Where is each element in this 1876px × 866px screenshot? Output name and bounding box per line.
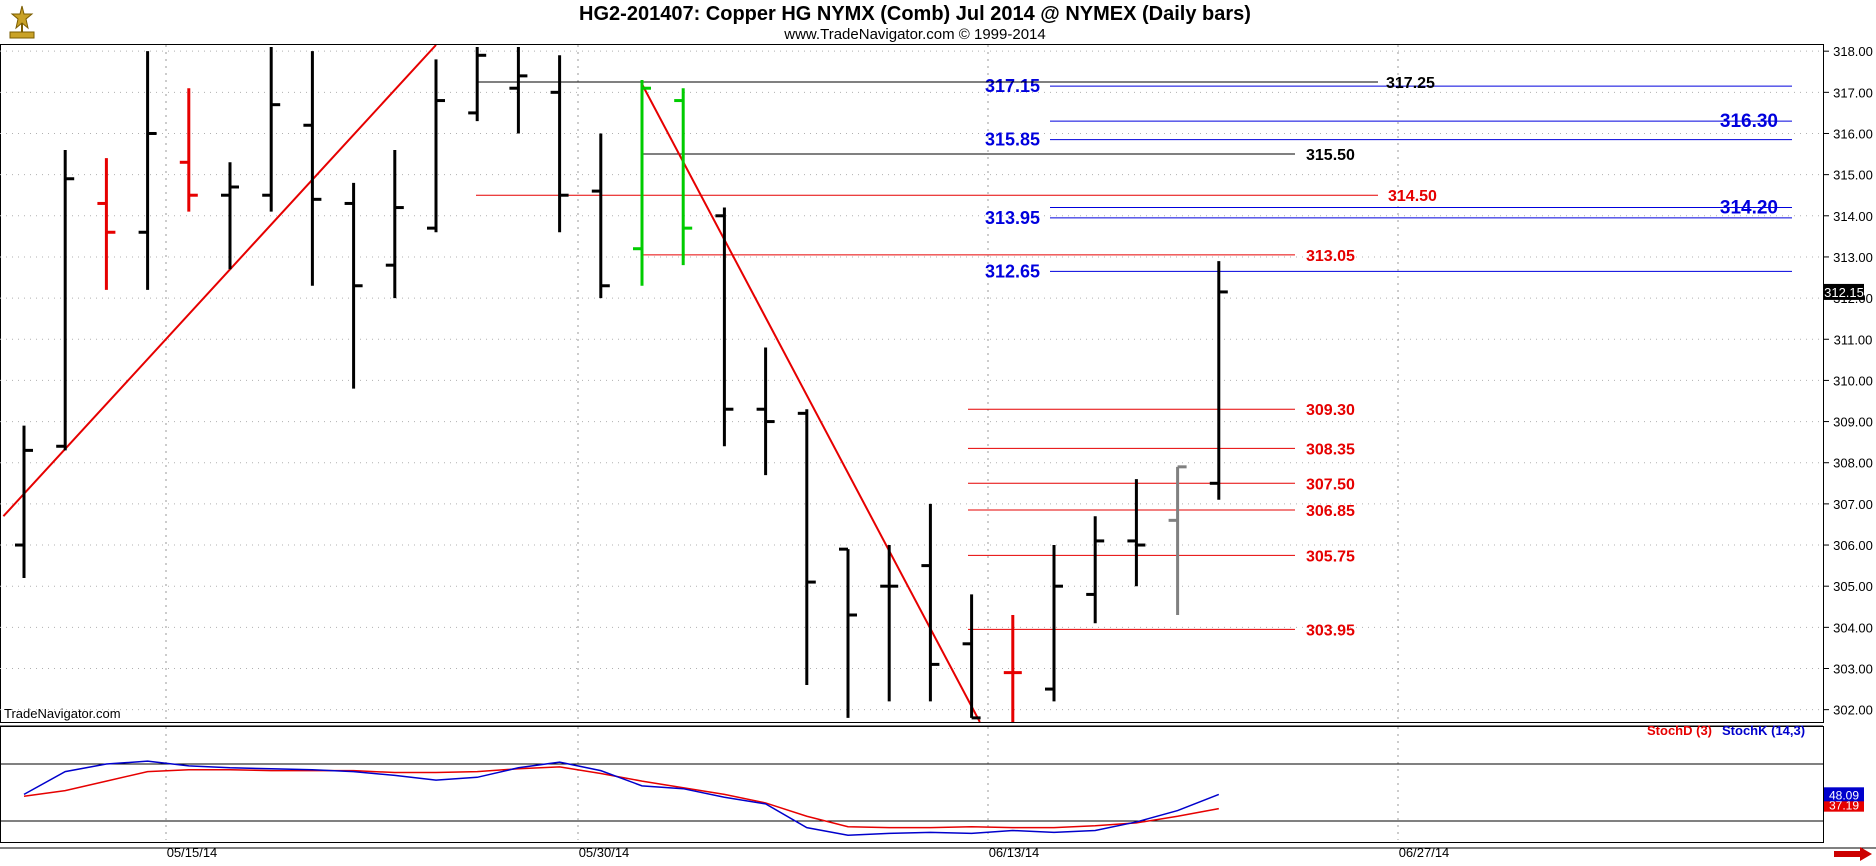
stoch-line xyxy=(23,760,1220,837)
level-label: 315.50 xyxy=(1306,147,1355,164)
y-tick-label: 314.00 xyxy=(1833,209,1873,224)
stoch-last-label: 37.19 xyxy=(1829,799,1859,813)
y-tick-label: 309.00 xyxy=(1833,415,1873,430)
legend-stoch-k: StochK (14,3) xyxy=(1722,723,1806,738)
level-label: 307.50 xyxy=(1306,476,1355,493)
x-tick-label: 06/27/14 xyxy=(1399,845,1450,860)
x-tick-label: 05/15/14 xyxy=(167,845,218,860)
y-tick-label: 313.00 xyxy=(1833,250,1873,265)
level-label: 312.65 xyxy=(985,261,1040,281)
y-tick-label: 316.00 xyxy=(1833,126,1873,141)
level-label: 303.95 xyxy=(1306,622,1355,639)
stoch-panel-frame xyxy=(0,726,1824,843)
y-tick-label: 311.00 xyxy=(1834,332,1873,347)
level-label: 315.85 xyxy=(985,130,1040,150)
y-tick-label: 317.00 xyxy=(1833,85,1873,100)
x-tick-label: 06/13/14 xyxy=(989,845,1040,860)
legend-stoch-d: StochD (3) xyxy=(1647,723,1712,738)
y-tick-label: 310.00 xyxy=(1833,373,1873,388)
x-tick-label: 05/30/14 xyxy=(579,845,630,860)
level-label: 308.35 xyxy=(1306,441,1355,458)
chart-title: HG2-201407: Copper HG NYMX (Comb) Jul 20… xyxy=(579,3,1251,25)
level-label: 306.85 xyxy=(1306,503,1355,520)
level-label: 317.15 xyxy=(985,76,1040,96)
y-tick-label: 318.00 xyxy=(1833,44,1873,59)
trendline xyxy=(2,45,437,517)
trendline xyxy=(641,83,981,722)
y-tick-label: 304.00 xyxy=(1833,620,1873,635)
y-tick-label: 307.00 xyxy=(1833,497,1873,512)
scroll-right-arrow-icon[interactable] xyxy=(1834,847,1872,861)
level-label: 313.95 xyxy=(985,208,1040,228)
last-price-label: 312.15 xyxy=(1824,285,1864,300)
y-tick-label: 303.00 xyxy=(1833,661,1873,676)
level-label: 316.30 xyxy=(1720,111,1778,132)
level-label: 317.25 xyxy=(1386,75,1435,92)
price-panel-frame xyxy=(0,44,1824,723)
y-tick-label: 306.00 xyxy=(1833,538,1873,553)
chart-subtitle: www.TradeNavigator.com © 1999-2014 xyxy=(784,26,1046,43)
level-label: 313.05 xyxy=(1306,248,1355,265)
level-label: 314.20 xyxy=(1720,198,1778,219)
y-tick-label: 308.00 xyxy=(1833,456,1873,471)
stoch-line xyxy=(23,766,1219,829)
stoch-last-label: 48.09 xyxy=(1829,788,1859,802)
watermark-label: TradeNavigator.com xyxy=(4,706,121,721)
y-tick-label: 315.00 xyxy=(1833,168,1873,183)
y-tick-label: 302.00 xyxy=(1833,703,1873,718)
stoch-last-box xyxy=(1824,787,1864,802)
y-tick-label: 305.00 xyxy=(1833,579,1873,594)
trade-navigator-logo-icon xyxy=(4,2,40,42)
level-label: 309.30 xyxy=(1306,402,1355,419)
level-label: 305.75 xyxy=(1306,548,1355,565)
last-price-box xyxy=(1824,283,1864,300)
level-label: 314.50 xyxy=(1388,188,1437,205)
